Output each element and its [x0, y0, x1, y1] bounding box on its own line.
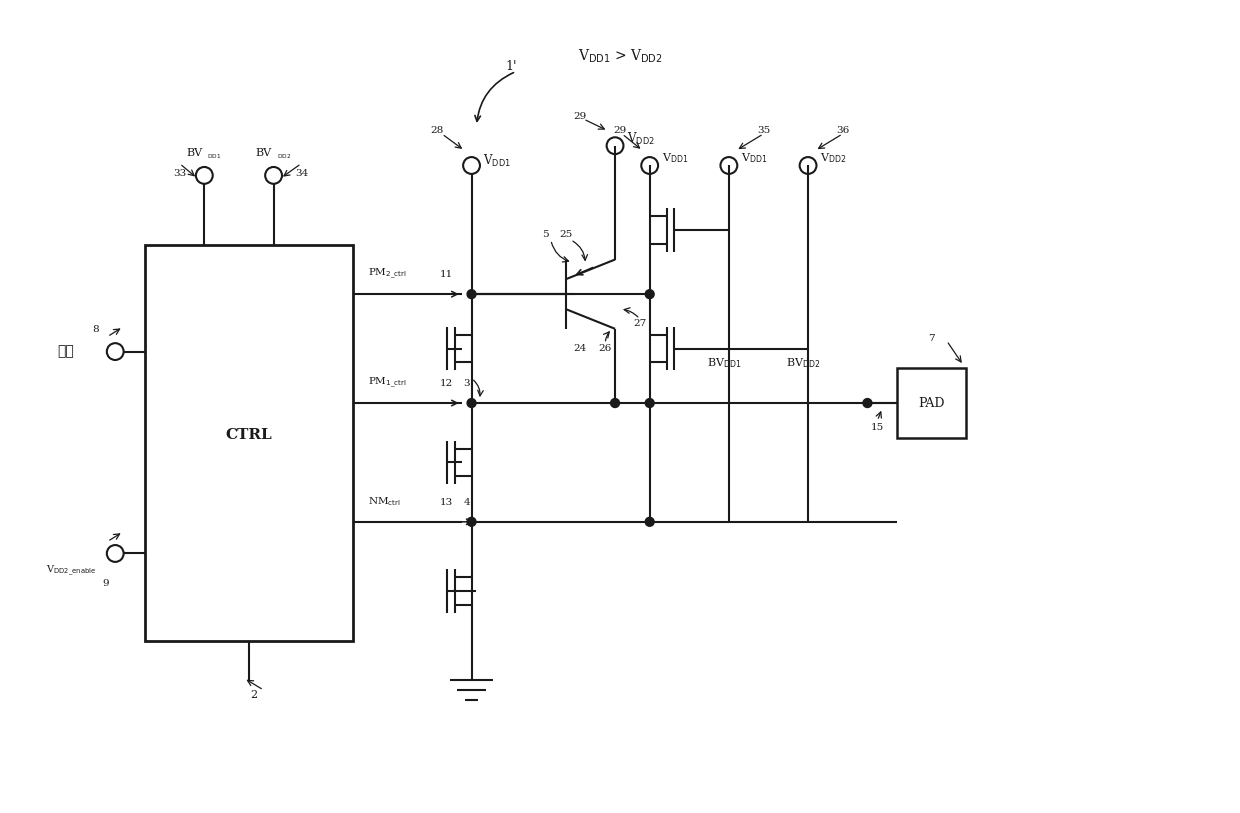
- Text: 11: 11: [440, 270, 454, 279]
- Circle shape: [467, 517, 476, 526]
- Text: V$_{\mathrm{DD1}}$ > V$_{\mathrm{DD2}}$: V$_{\mathrm{DD1}}$ > V$_{\mathrm{DD2}}$: [578, 48, 662, 65]
- Text: V$_{\mathrm{DD2}}$: V$_{\mathrm{DD2}}$: [820, 152, 847, 166]
- Text: V$_{\mathrm{DD2}}$: V$_{\mathrm{DD2}}$: [627, 131, 655, 147]
- Text: V$_{\mathrm{DD1}}$: V$_{\mathrm{DD1}}$: [484, 153, 511, 168]
- Text: 3: 3: [464, 379, 470, 388]
- Text: 29: 29: [574, 111, 587, 120]
- Text: 24: 24: [574, 344, 587, 353]
- Text: 26: 26: [599, 344, 611, 353]
- Circle shape: [467, 398, 476, 407]
- Text: V$_{\mathrm{DD1}}$: V$_{\mathrm{DD1}}$: [740, 152, 768, 166]
- Text: 2: 2: [250, 690, 258, 700]
- Circle shape: [467, 289, 476, 298]
- Text: 4: 4: [464, 498, 470, 506]
- Text: 5: 5: [542, 230, 549, 239]
- Text: V$_{\mathrm{DD2\_enable}}$: V$_{\mathrm{DD2\_enable}}$: [46, 564, 95, 578]
- Text: BV: BV: [186, 148, 202, 158]
- Text: 34: 34: [295, 169, 309, 178]
- Text: 25: 25: [559, 230, 572, 239]
- Text: PM$_{\mathrm{1\_ctrl}}$: PM$_{\mathrm{1\_ctrl}}$: [367, 376, 407, 390]
- Bar: [145, 245, 352, 641]
- Text: BV: BV: [255, 148, 272, 158]
- Text: BV$_{\mathrm{DD2}}$: BV$_{\mathrm{DD2}}$: [786, 357, 821, 371]
- Circle shape: [610, 398, 620, 407]
- Text: $_{\mathrm{DD2}}$: $_{\mathrm{DD2}}$: [277, 152, 291, 161]
- Text: V$_{\mathrm{DD1}}$: V$_{\mathrm{DD1}}$: [662, 152, 688, 166]
- Text: 35: 35: [756, 126, 770, 135]
- Text: PM$_{\mathrm{2\_ctrl}}$: PM$_{\mathrm{2\_ctrl}}$: [367, 267, 407, 281]
- Text: 15: 15: [870, 424, 884, 433]
- Circle shape: [645, 289, 655, 298]
- Text: 33: 33: [174, 169, 186, 178]
- Text: CTRL: CTRL: [226, 428, 273, 441]
- Text: 1': 1': [506, 60, 517, 73]
- Text: 8: 8: [92, 325, 99, 334]
- Circle shape: [863, 398, 872, 407]
- Text: 29: 29: [614, 126, 626, 135]
- Text: 9: 9: [102, 579, 109, 588]
- Text: 输入: 输入: [57, 345, 74, 359]
- Circle shape: [645, 517, 655, 526]
- Text: 28: 28: [430, 126, 444, 135]
- Bar: [897, 368, 966, 437]
- Text: PAD: PAD: [919, 397, 945, 410]
- Text: 13: 13: [440, 498, 454, 506]
- Text: NM$_{\mathrm{ctrl}}$: NM$_{\mathrm{ctrl}}$: [367, 496, 401, 508]
- Text: 7: 7: [929, 334, 935, 343]
- Text: 27: 27: [634, 320, 646, 328]
- Text: BV$_{\mathrm{DD1}}$: BV$_{\mathrm{DD1}}$: [707, 357, 742, 371]
- Circle shape: [645, 398, 655, 407]
- Text: 12: 12: [440, 379, 454, 388]
- Text: $_{\mathrm{DD1}}$: $_{\mathrm{DD1}}$: [207, 152, 222, 161]
- Text: 36: 36: [836, 126, 849, 135]
